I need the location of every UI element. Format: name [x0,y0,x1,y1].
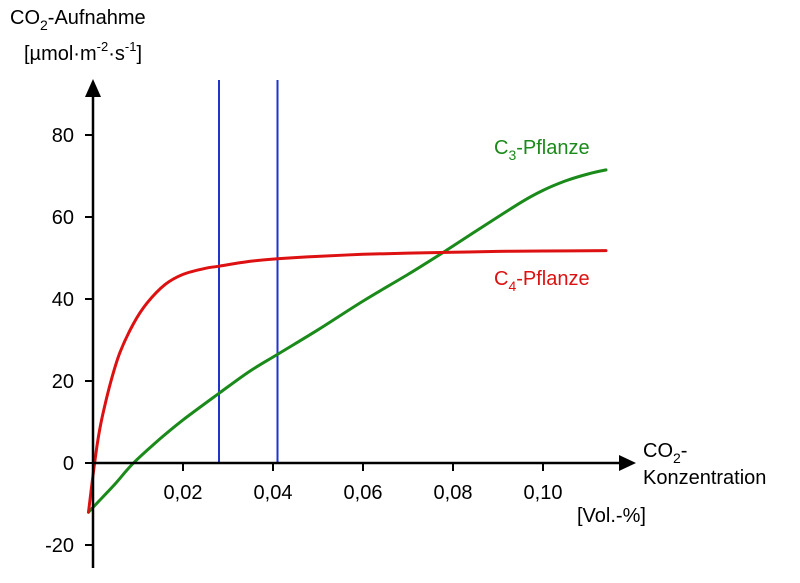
series-line-c4 [87,249,608,514]
x-axis-label-line1: CO2- [643,440,687,466]
y-axis-label-line1: CO2-Aufnahme [10,7,146,33]
x-axis-arrow [619,455,636,471]
x-tick-label-2: 0,06 [344,482,383,504]
y-tick-label-4: 0 [63,453,74,475]
axes [85,79,636,568]
data-series [87,168,608,514]
y-tick-label-2: 40 [52,289,74,311]
x-tick-label-0: 0,02 [164,482,203,504]
y-axis-arrow [85,79,101,97]
tick-labels: 0,02 0,04 0,06 0,08 0,10 80 60 40 20 0 -20 [45,125,562,557]
series-label-c4: C4-Pflanze [494,268,590,294]
y-axis-label-line2: [µmol·m-2·s-1] [24,39,142,65]
reference-lines [218,80,279,463]
series-line-c3 [87,168,608,514]
y-tick-label-0: 80 [52,125,74,147]
y-tick-label-5: -20 [45,535,74,557]
x-tick-label-4: 0,10 [524,482,563,504]
x-tick-label-1: 0,04 [254,482,293,504]
series-label-c3: C3-Pflanze [494,137,590,163]
y-tick-label-1: 60 [52,207,74,229]
x-axis-label-line2: Konzentration [643,467,766,489]
x-axis-unit: [Vol.-%] [577,505,646,527]
tick-marks [85,134,544,546]
y-tick-label-3: 20 [52,371,74,393]
x-tick-label-3: 0,08 [434,482,473,504]
